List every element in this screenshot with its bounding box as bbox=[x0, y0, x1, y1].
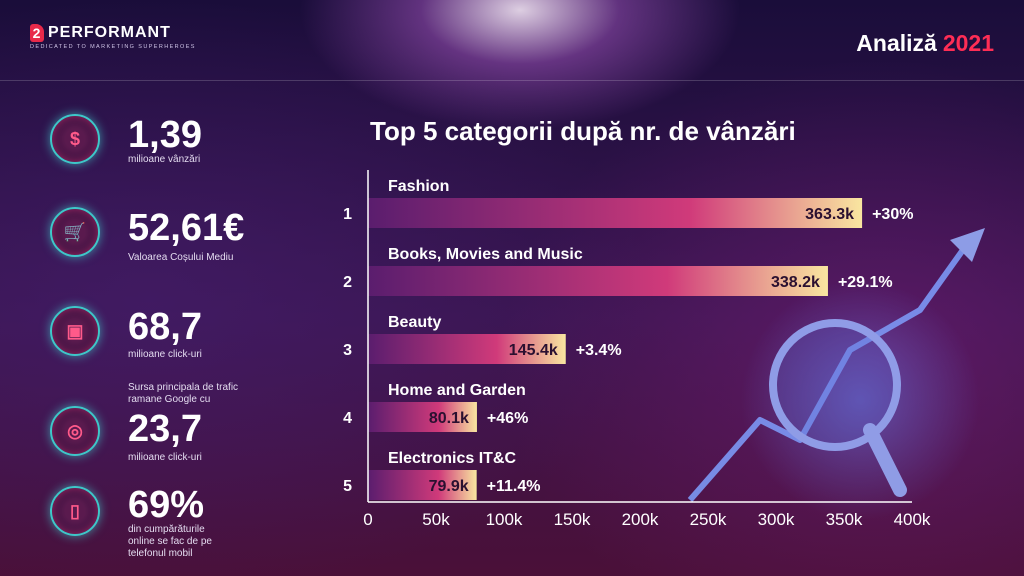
x-tick-label: 350k bbox=[826, 510, 863, 529]
bar-value-label: 338.2k bbox=[771, 274, 820, 291]
x-tick-label: 400k bbox=[894, 510, 931, 529]
bar bbox=[368, 402, 477, 432]
category-label: Fashion bbox=[388, 178, 449, 195]
page-title-word: Analiză bbox=[856, 30, 937, 56]
x-tick-label: 300k bbox=[758, 510, 795, 529]
x-tick-label: 150k bbox=[554, 510, 591, 529]
growth-label: +3.4% bbox=[576, 342, 622, 359]
stat-value: 52,61€ bbox=[128, 207, 245, 249]
bar-value-label: 80.1k bbox=[429, 410, 469, 427]
bar-value-label: 79.9k bbox=[429, 478, 469, 495]
stat-value: 69% bbox=[128, 484, 205, 526]
shopping-cart-icon: 🛒 bbox=[50, 207, 100, 257]
stat-label: milioane click-uri bbox=[128, 349, 202, 360]
page-title: Analiză 2021 bbox=[856, 30, 994, 57]
chart-title: Top 5 categorii după nr. de vânzări bbox=[370, 116, 796, 146]
stat-label: milioane click-uri bbox=[128, 452, 202, 463]
growth-label: +30% bbox=[872, 206, 913, 223]
x-tick-label: 50k bbox=[422, 510, 450, 529]
top-bar: 2 PERFORMANT DEDICATED TO MARKETING SUPE… bbox=[0, 0, 1024, 81]
logo-text: PERFORMANT bbox=[48, 24, 171, 41]
stat-value: 68,7 bbox=[128, 306, 202, 348]
x-tick-label: 200k bbox=[622, 510, 659, 529]
page-title-year: 2021 bbox=[942, 30, 994, 56]
logo: 2 PERFORMANT DEDICATED TO MARKETING SUPE… bbox=[30, 24, 196, 50]
logo-mark: 2 bbox=[30, 24, 44, 42]
growth-label: +29.1% bbox=[838, 274, 893, 291]
x-tick-label: 0 bbox=[363, 510, 372, 529]
category-label: Beauty bbox=[388, 314, 441, 331]
dollar-coin-icon: $ bbox=[50, 114, 100, 164]
rank-label: 4 bbox=[343, 410, 352, 427]
bar bbox=[368, 470, 477, 500]
mobile-phone-icon: ▯ bbox=[50, 486, 100, 536]
bar-value-label: 145.4k bbox=[509, 342, 558, 359]
bar-value-label: 363.3k bbox=[805, 206, 854, 223]
stat-label: milioane vânzări bbox=[128, 154, 201, 165]
laptop-click-icon: ▣ bbox=[50, 306, 100, 356]
growth-label: +11.4% bbox=[487, 478, 541, 495]
stat-value: 1,39 bbox=[128, 114, 202, 156]
bar bbox=[368, 266, 828, 296]
search-traffic-icon: ◎ bbox=[50, 406, 100, 456]
category-label: Books, Movies and Music bbox=[388, 246, 583, 263]
stat-pre-label: Sursa principala de trafic ramane Google… bbox=[128, 382, 239, 405]
logo-tagline: DEDICATED TO MARKETING SUPERHEROES bbox=[30, 44, 196, 50]
x-tick-label: 100k bbox=[486, 510, 523, 529]
magnifier-arrow-illustration bbox=[687, 228, 985, 520]
growth-label: +46% bbox=[487, 410, 528, 427]
bar bbox=[368, 198, 863, 228]
category-label: Electronics IT&C bbox=[388, 450, 516, 467]
x-tick-label: 250k bbox=[690, 510, 727, 529]
stat-label: din cumpărăturile online se fac de pe te… bbox=[128, 524, 212, 559]
rank-label: 1 bbox=[343, 206, 352, 223]
rank-label: 2 bbox=[343, 274, 352, 291]
bar bbox=[368, 334, 566, 364]
stat-value: 23,7 bbox=[128, 408, 202, 450]
category-label: Home and Garden bbox=[388, 382, 526, 399]
rank-label: 3 bbox=[343, 342, 352, 359]
rank-label: 5 bbox=[343, 478, 352, 495]
stat-label: Valoarea Coșului Mediu bbox=[128, 252, 234, 263]
